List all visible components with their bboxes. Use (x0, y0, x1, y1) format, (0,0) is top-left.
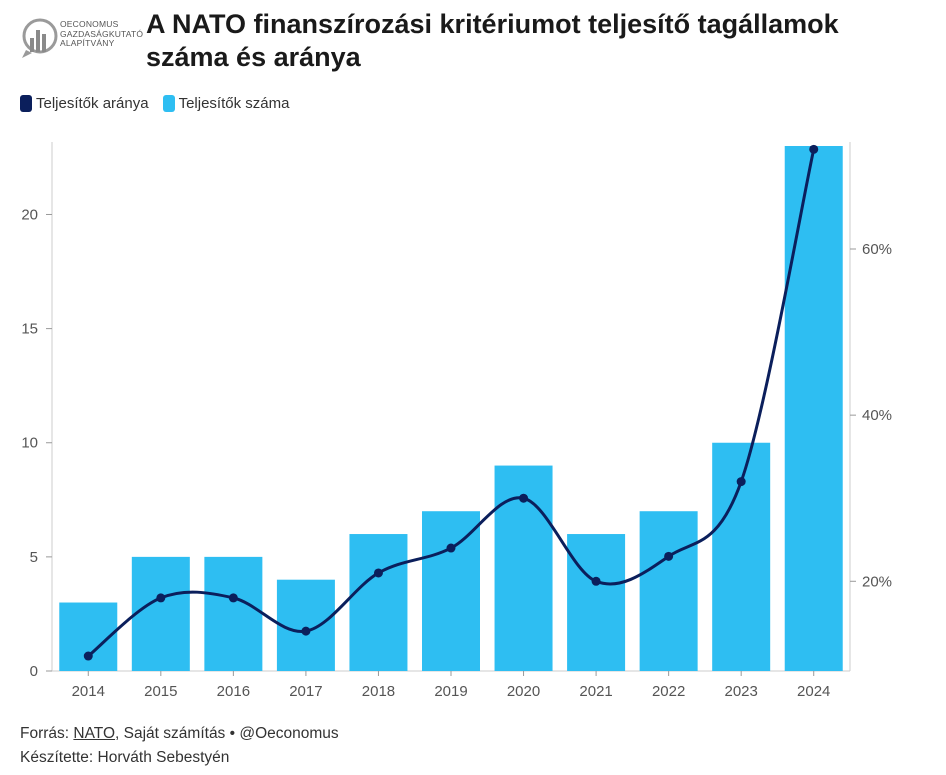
author-line: Készítette: Horváth Sebestyén (20, 749, 230, 766)
right-tick-label-20: 20% (862, 573, 892, 590)
bar-2019 (422, 511, 480, 671)
bar-2021 (567, 534, 626, 671)
x-tick-label-2014: 2014 (72, 683, 105, 700)
ratio-point-2016 (228, 593, 238, 603)
legend-label-ratio: Teljesítők aránya (36, 94, 149, 112)
left-tick-label-5: 5 (30, 549, 38, 566)
legend: Teljesítők aránya Teljesítők száma (20, 93, 303, 113)
x-tick-label-2024: 2024 (797, 683, 830, 700)
legend-item-ratio: Teljesítők aránya (20, 94, 149, 112)
ratio-point-2023 (736, 477, 746, 487)
right-axis-ticks: 20% 40% 60% (850, 241, 892, 590)
x-tick-label-2022: 2022 (652, 683, 685, 700)
x-tick-label-2020: 2020 (507, 683, 540, 700)
legend-label-count: Teljesítők száma (178, 94, 290, 112)
left-tick-label-0: 0 (30, 663, 38, 680)
oeconomus-logo: OECONOMUS GAZDASÁGKUTATÓ ALAPÍTVÁNY (18, 10, 143, 66)
left-tick-label-15: 15 (21, 321, 38, 338)
logo-mark-icon (22, 18, 58, 58)
ratio-point-2015 (156, 593, 166, 603)
ratio-point-2019 (446, 543, 456, 553)
ratio-point-2022 (664, 551, 674, 561)
legend-swatch-ratio (20, 94, 32, 112)
chart-title: A NATO finanszírozási kritériumot teljes… (146, 9, 839, 72)
ratio-point-2014 (83, 651, 93, 661)
legend-swatch-count (162, 94, 175, 112)
x-tick-label-2016: 2016 (217, 683, 250, 700)
x-tick-label-2018: 2018 (362, 683, 395, 700)
left-tick-label-10: 10 (21, 435, 38, 452)
right-tick-label-60: 60% (862, 241, 892, 258)
ratio-points-group (83, 144, 819, 661)
x-tick-label-2021: 2021 (579, 683, 612, 700)
left-axis-ticks: 0 5 10 15 20 (21, 206, 52, 680)
footer: Forrás: NATO, Saját számítás • @Oeconomu… (20, 722, 339, 770)
source-line: Forrás: NATO, Saját számítás • @Oeconomu… (20, 725, 339, 742)
header: OECONOMUS GAZDASÁGKUTATÓ ALAPÍTVÁNY A NA… (18, 6, 928, 76)
x-axis-ticks: 2014 2015 2016 2017 2018 2019 2020 2021 2022 2023… (72, 671, 830, 700)
bar-2024 (784, 146, 843, 671)
bar-2016 (204, 556, 263, 671)
bars-group (59, 146, 843, 671)
bar-2023 (712, 442, 771, 671)
bar-2017 (276, 579, 335, 671)
source-link-nato[interactable]: NATO (73, 725, 116, 742)
bar-2018 (349, 534, 408, 671)
legend-item-count: Teljesítők száma (162, 94, 290, 112)
right-tick-label-40: 40% (862, 407, 892, 424)
bar-2015 (131, 556, 190, 671)
x-tick-label-2017: 2017 (289, 683, 322, 700)
ratio-point-2017 (301, 626, 311, 636)
x-tick-label-2023: 2023 (724, 683, 757, 700)
ratio-point-2024 (809, 144, 819, 154)
bar-2022 (639, 511, 698, 671)
left-tick-label-20: 20 (21, 206, 38, 223)
ratio-point-2021 (591, 576, 601, 586)
ratio-point-2018 (373, 568, 383, 578)
x-tick-label-2019: 2019 (434, 683, 467, 700)
x-tick-label-2015: 2015 (144, 683, 177, 700)
ratio-point-2020 (519, 493, 529, 503)
logo-text: OECONOMUS GAZDASÁGKUTATÓ ALAPÍTVÁNY (60, 19, 144, 48)
